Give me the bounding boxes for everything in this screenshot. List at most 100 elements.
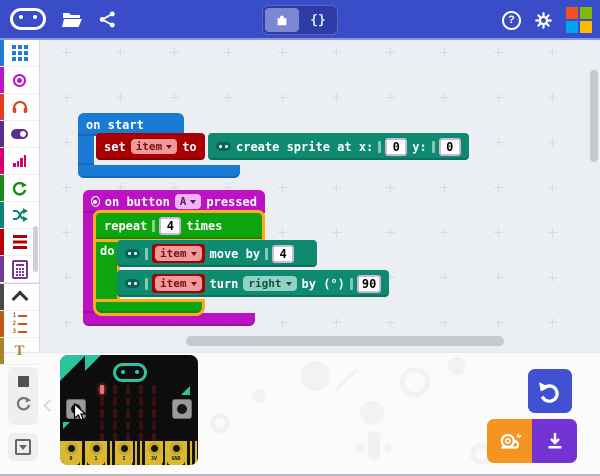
sim-menu-button[interactable] (8, 433, 38, 461)
variable-block[interactable]: item (152, 274, 205, 293)
ms-logo-yellow-square (580, 21, 592, 33)
on-start-block-spine[interactable] (78, 136, 94, 165)
direction-dropdown[interactable]: right (243, 276, 297, 291)
by-degrees-label: by (°) (301, 276, 345, 291)
collapse-simulator-arrow-icon[interactable] (43, 399, 56, 412)
settings-button[interactable] (535, 11, 552, 29)
redo-arrow-icon (10, 178, 30, 198)
microbit-face-icon (216, 142, 231, 151)
editor-mode-toggle: {} (262, 5, 338, 35)
variable-dropdown[interactable]: item (155, 276, 202, 291)
move-value-input[interactable]: 4 (272, 244, 295, 263)
sim-control-group (8, 367, 38, 425)
repeat-block-foot[interactable] (96, 302, 202, 313)
on-button-block-spine[interactable] (83, 213, 96, 313)
category-color-bar (0, 338, 4, 364)
repeat-count-input[interactable]: 4 (159, 217, 182, 235)
sprite-turn-block[interactable]: item turn right by (°) 90 (117, 270, 390, 297)
on-button-pressed-block[interactable]: on button A pressed (83, 190, 265, 213)
input-notch (349, 277, 353, 290)
variable-dropdown[interactable]: item (130, 139, 178, 154)
category-led[interactable] (0, 121, 39, 148)
led-0-2 (126, 385, 130, 394)
javascript-mode-button[interactable]: {} (310, 12, 326, 28)
button-dropdown[interactable]: A (174, 194, 202, 209)
repeat-block-spine[interactable]: do (96, 239, 117, 302)
led-2-3 (139, 409, 143, 418)
led-2-4 (152, 409, 156, 418)
pin-2[interactable]: 2 (115, 441, 133, 465)
repeat-block[interactable]: repeat 4 times (96, 213, 262, 239)
category-text[interactable]: T (0, 338, 39, 365)
input-notch (145, 277, 148, 290)
open-project-button[interactable] (62, 11, 83, 28)
workspace-canvas[interactable]: on start set item to create sprite at x:… (40, 40, 600, 352)
on-start-block-foot[interactable] (78, 165, 240, 178)
category-logic[interactable] (0, 202, 39, 229)
undo-button[interactable] (528, 369, 572, 413)
pin-3V[interactable]: 3V (145, 441, 163, 465)
create-sprite-label: create sprite at x: (236, 139, 374, 154)
create-sprite-block[interactable]: create sprite at x: 0 y: 0 (208, 133, 469, 160)
category-color-bar (0, 256, 4, 282)
input-notch (152, 220, 156, 232)
toolbox-scrollbar-thumb[interactable] (33, 226, 38, 272)
microsoft-logo[interactable] (566, 7, 592, 33)
category-basic[interactable] (0, 40, 39, 67)
turn-keyword: turn (209, 276, 239, 291)
variable-block[interactable]: item (152, 244, 205, 263)
category-radio[interactable] (0, 148, 39, 175)
mouse-cursor (73, 403, 88, 421)
pin-0[interactable]: 0 (62, 441, 80, 465)
on-button-block-foot[interactable] (83, 313, 255, 326)
microbit-simulator-board[interactable]: 0 1 2 3V GND (60, 355, 198, 465)
signal-bars-icon (10, 151, 30, 171)
led-matrix[interactable] (100, 385, 160, 443)
horizontal-scrollbar-thumb[interactable] (186, 336, 504, 346)
pin-1[interactable]: 1 (87, 441, 105, 465)
download-button[interactable] (532, 419, 577, 463)
gear-icon (535, 11, 552, 29)
on-start-block[interactable]: on start (78, 113, 184, 136)
restart-icon (16, 396, 31, 411)
doodle-ring (400, 367, 430, 397)
set-variable-block[interactable]: set item to (96, 133, 205, 160)
help-button[interactable]: ? (502, 10, 521, 30)
microbit-logo-icon[interactable] (10, 8, 46, 30)
blocks-mode-button[interactable] (265, 8, 299, 32)
slow-motion-button[interactable] (487, 419, 532, 463)
dropdown-arrow-icon (190, 251, 197, 256)
led-1-0 (100, 397, 104, 406)
category-advanced-toggle[interactable] (0, 283, 39, 311)
calculator-icon (10, 259, 30, 279)
category-loops[interactable] (0, 175, 39, 202)
category-math[interactable] (0, 256, 39, 283)
input-notch (145, 247, 148, 260)
dropdown-arrow-icon (190, 281, 197, 286)
sim-button-b[interactable] (172, 399, 192, 419)
sprite-x-input[interactable]: 0 (385, 137, 408, 156)
pin-GND[interactable]: GND (167, 441, 185, 465)
vertical-scrollbar-thumb[interactable] (590, 70, 598, 162)
turn-value-input[interactable]: 90 (356, 274, 382, 293)
variable-dropdown[interactable]: item (155, 246, 202, 261)
category-music[interactable] (0, 94, 39, 121)
sprite-y-input[interactable]: 0 (438, 137, 461, 156)
grid-icon (10, 43, 30, 63)
doodle-dot (360, 401, 384, 425)
stop-button[interactable] (17, 376, 29, 387)
category-input[interactable] (0, 67, 39, 94)
category-arrays[interactable]: 1 2 3 (0, 311, 39, 338)
simulator-panel: 0 1 2 3V GND (0, 352, 600, 474)
ms-logo-green-square (580, 7, 592, 19)
sprite-move-block[interactable]: item move by 4 (117, 240, 317, 267)
do-label: do (100, 244, 115, 258)
y-label: y: (412, 139, 427, 154)
share-button[interactable] (99, 11, 116, 28)
category-variables[interactable] (0, 229, 39, 256)
set-keyword: set (104, 139, 126, 154)
board-corner-decoration (60, 355, 86, 381)
restart-button[interactable] (16, 396, 31, 411)
boxed-arrow-icon (15, 439, 31, 455)
